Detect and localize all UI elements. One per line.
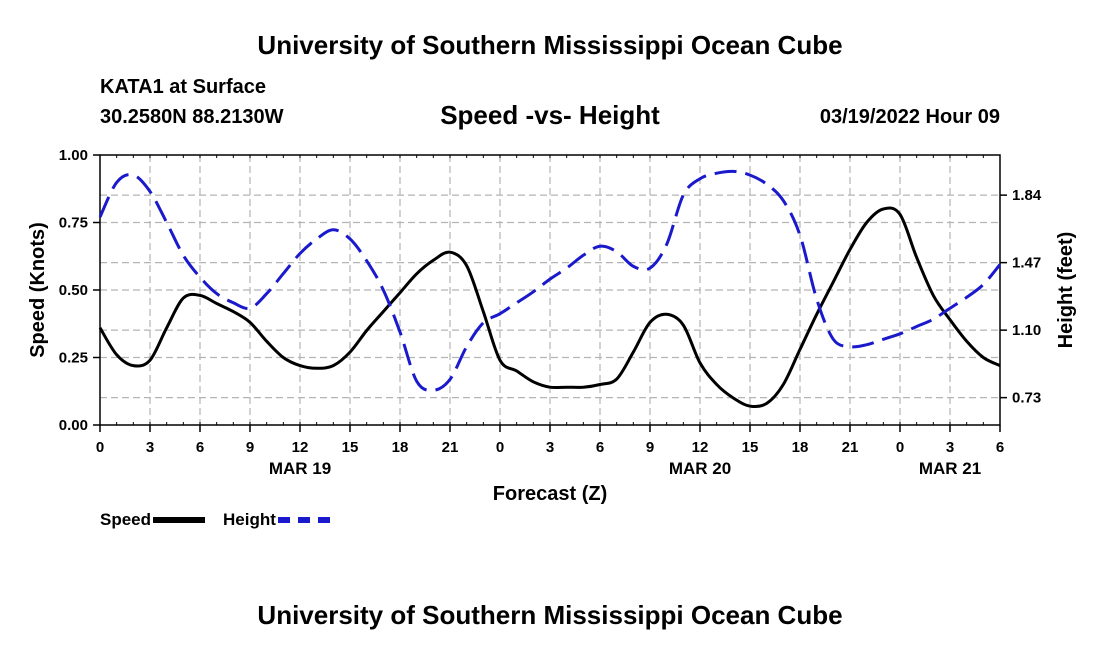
- y-axis-right-label: Height (feet): [1055, 232, 1077, 349]
- x-tick-label: 6: [996, 439, 1004, 456]
- y-right-tick-label: 1.84: [1012, 187, 1042, 204]
- y-left-tick-label: 0.25: [59, 350, 88, 367]
- y-right-tick-label: 1.47: [1012, 255, 1041, 272]
- x-tick-label: 0: [496, 439, 504, 456]
- legend-speed-label: Speed: [100, 510, 152, 529]
- x-tick-label: 15: [742, 439, 759, 456]
- chart-subtitle: Speed -vs- Height: [440, 100, 660, 130]
- date-label: MAR 19: [269, 459, 331, 478]
- station-name: KATA1 at Surface: [100, 76, 266, 98]
- legend-item-height: Height: [223, 510, 330, 530]
- tick-labels: 0 3 6 9 12 15 18 21 0 3 6 9 12 15 18 21 0 3 6 0.00 0.25 0.50 0…: [59, 147, 1042, 478]
- series-line-height: [98, 169, 1002, 392]
- x-tick-label: 18: [392, 439, 409, 456]
- series-line-speed: [98, 206, 1001, 409]
- x-tick-label: 0: [96, 439, 104, 456]
- station-coordinates: 30.2580N 88.2130W: [100, 106, 284, 128]
- axis-ticks: [93, 154, 1007, 432]
- x-tick-label: 0: [896, 439, 904, 456]
- x-tick-label: 21: [442, 439, 459, 456]
- x-tick-label: 18: [792, 439, 809, 456]
- chart-title: University of Southern Mississippi Ocean…: [257, 30, 843, 60]
- x-tick-label: 3: [946, 439, 954, 456]
- x-tick-label: 12: [692, 439, 709, 456]
- x-tick-label: 6: [196, 439, 204, 456]
- y-left-tick-label: 0.50: [59, 282, 88, 299]
- x-tick-label: 12: [292, 439, 309, 456]
- x-tick-label: 6: [596, 439, 604, 456]
- legend-speed-swatch: [153, 517, 206, 523]
- y-left-tick-label: 1.00: [59, 147, 88, 164]
- x-tick-label: 3: [146, 439, 154, 456]
- x-tick-label: 9: [646, 439, 654, 456]
- y-axis-left-label: Speed (Knots): [27, 222, 49, 358]
- x-tick-label: 3: [546, 439, 554, 456]
- legend-height-swatch: [277, 517, 330, 523]
- grid: [100, 155, 1000, 425]
- y-left-tick-label: 0.00: [59, 417, 88, 434]
- legend-height-label: Height: [223, 510, 276, 529]
- x-tick-label: 15: [342, 439, 359, 456]
- x-axis-label: Forecast (Z): [493, 483, 607, 505]
- y-left-tick-label: 0.75: [59, 215, 88, 232]
- legend-item-speed: Speed: [100, 510, 206, 530]
- legend: Speed Height: [100, 510, 348, 530]
- series: [98, 169, 1002, 409]
- forecast-datetime: 03/19/2022 Hour 09: [819, 106, 1000, 128]
- y-right-tick-label: 1.10: [1012, 322, 1041, 339]
- x-tick-label: 21: [842, 439, 859, 456]
- x-tick-label: 9: [246, 439, 254, 456]
- footer-title: University of Southern Mississippi Ocean…: [257, 600, 843, 630]
- y-right-tick-label: 0.73: [1012, 390, 1041, 407]
- date-label: MAR 21: [919, 459, 981, 478]
- date-label: MAR 20: [669, 459, 731, 478]
